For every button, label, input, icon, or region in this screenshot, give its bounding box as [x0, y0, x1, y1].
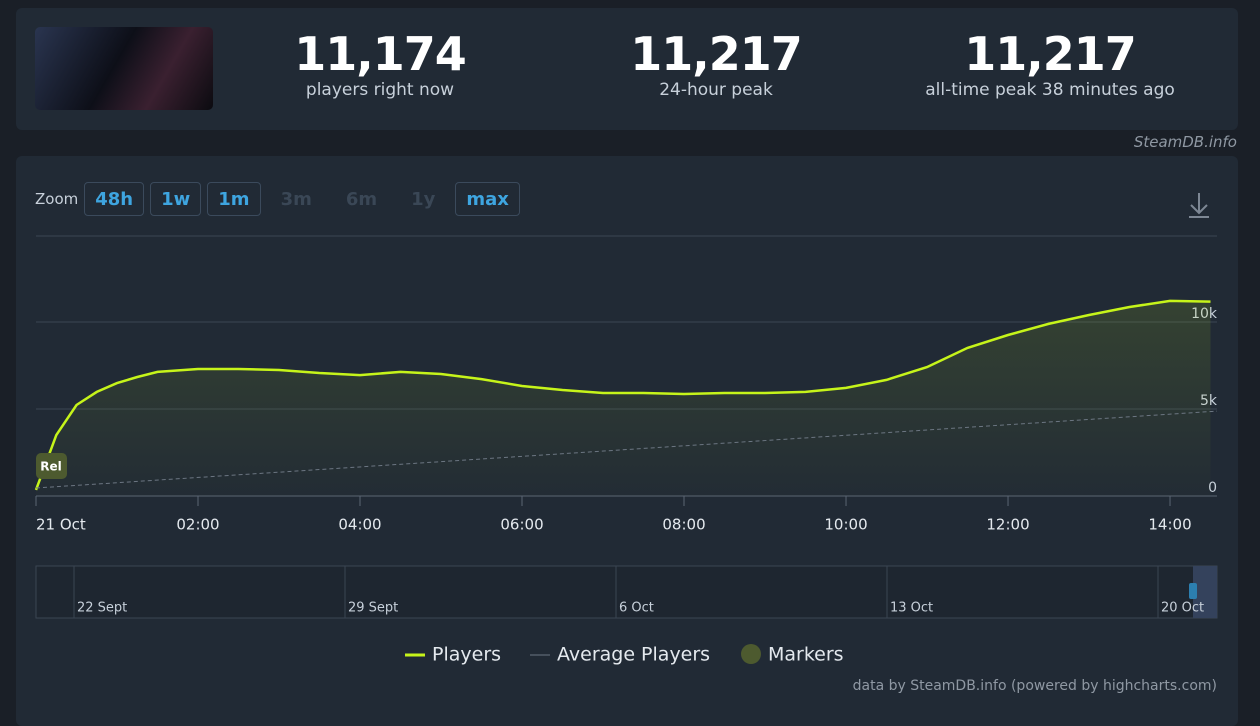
legend-item[interactable]: Markers	[741, 644, 844, 666]
players-line	[34, 299, 1211, 491]
zoom-button[interactable]: 1m	[207, 182, 261, 216]
x-tick-label: 04:00	[338, 516, 381, 534]
navigator-label: 6 Oct	[619, 601, 654, 616]
x-tick-label: 12:00	[986, 516, 1029, 534]
stats-panel	[16, 8, 1238, 130]
stat: 11,174 players right now	[215, 28, 545, 100]
zoom-bar: Zoom 48h 1w 1m 3m 6m 1y max	[35, 182, 520, 216]
zoom-button: 6m	[345, 188, 378, 210]
navigator-label: 22 Sept	[77, 601, 127, 616]
stat-label: 24-hour peak	[659, 80, 773, 100]
x-tick-label: 21 Oct	[36, 516, 86, 534]
stat: 11,217 all-time peak 38 minutes ago	[885, 28, 1215, 100]
x-tick-label: 08:00	[662, 516, 705, 534]
marker-label: Rel	[40, 460, 62, 474]
watermark[interactable]: SteamDB.info	[1133, 133, 1237, 151]
credits[interactable]: data by SteamDB.info (powered by highcha…	[853, 678, 1217, 694]
zoom-button: 1y	[411, 188, 436, 210]
stat-label: all-time peak 38 minutes ago	[925, 80, 1175, 100]
stat: 11,217 24-hour peak	[551, 28, 881, 100]
navigator-handle[interactable]	[1189, 583, 1197, 599]
y-tick-label: 0	[1208, 480, 1217, 496]
stat-label: players right now	[305, 80, 455, 100]
x-tick-label: 06:00	[500, 516, 543, 534]
x-tick-label: 14:00	[1148, 516, 1191, 534]
x-tick-label: 02:00	[176, 516, 219, 534]
download-icon[interactable]	[1189, 193, 1209, 218]
navigator-label: 20 Oct	[1161, 601, 1204, 616]
legend-item[interactable]: Average Players	[530, 644, 710, 666]
legend-label: Average Players	[557, 644, 710, 666]
navigator-label: 29 Sept	[348, 601, 398, 616]
zoom-button[interactable]: 48h	[84, 182, 145, 216]
zoom-button: 3m	[280, 188, 312, 210]
zoom-button[interactable]: 1w	[150, 182, 202, 216]
zoom-label: Zoom	[35, 190, 79, 208]
players-area	[36, 300, 1211, 496]
navigator-label: 13 Oct	[890, 601, 933, 616]
page: 11,174 players right now 11,217 24-hour pe…	[16, 8, 1238, 726]
legend-label: Markers	[768, 644, 844, 666]
stat-value: 11,174	[294, 27, 467, 81]
legend-swatch	[741, 644, 761, 664]
stat-value: 11,217	[964, 27, 1137, 81]
average-line	[35, 410, 1218, 489]
game-image[interactable]	[35, 27, 213, 110]
x-tick-label: 10:00	[824, 516, 867, 534]
legend-label: Players	[432, 644, 501, 666]
navigator[interactable]	[35, 565, 1218, 619]
chart: data by SteamDB.info (powered by highcha…	[34, 193, 1218, 694]
stat-value: 11,217	[630, 27, 803, 81]
marker	[36, 453, 67, 479]
zoom-button[interactable]: max	[455, 182, 520, 216]
legend-item[interactable]: Players	[405, 644, 501, 666]
